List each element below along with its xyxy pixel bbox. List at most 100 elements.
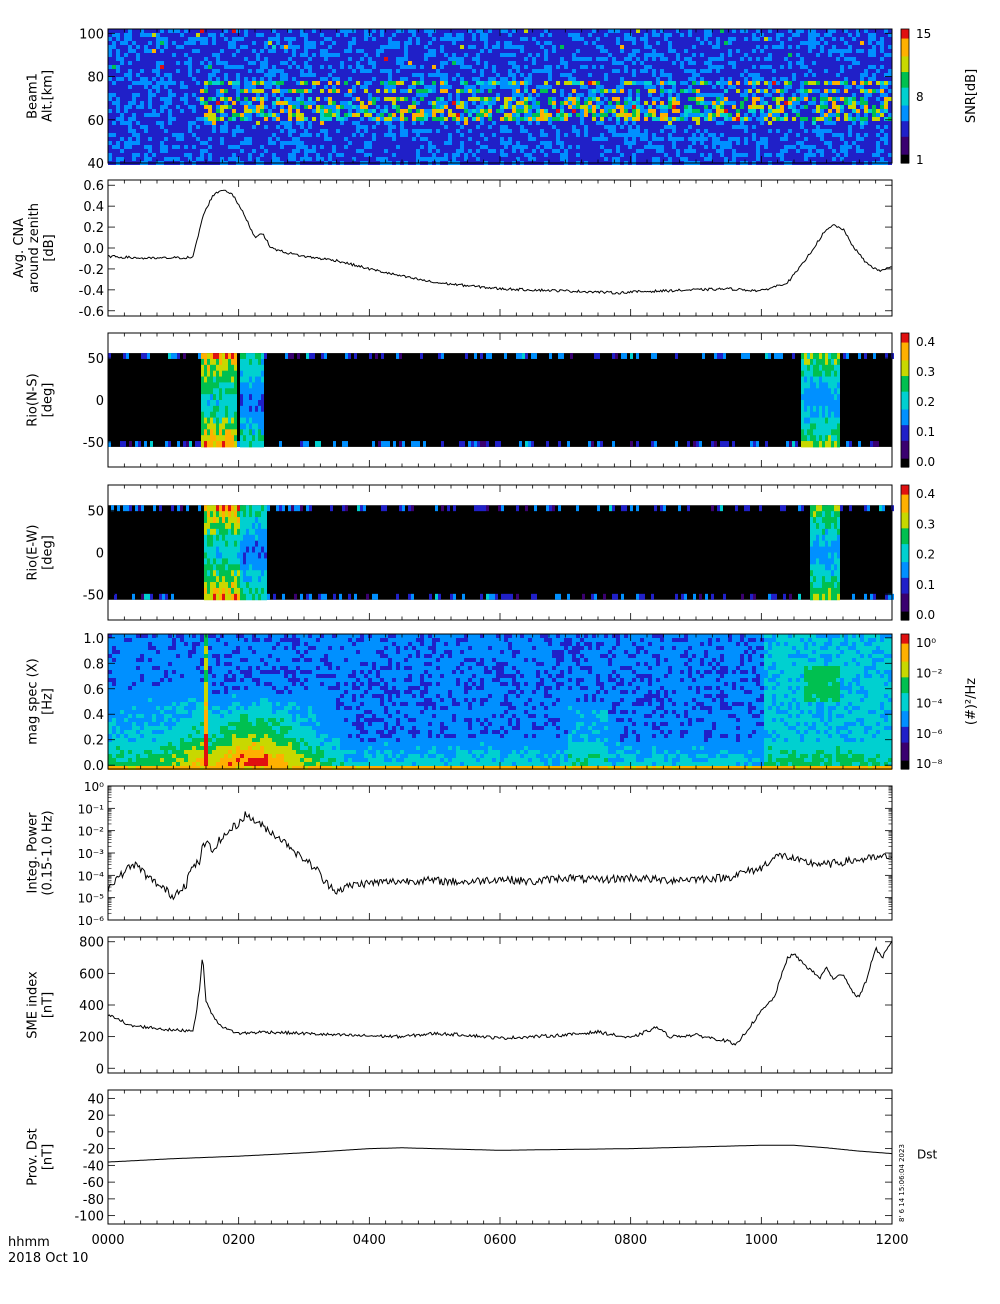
snr-cell — [132, 69, 136, 73]
snr-cell — [560, 41, 564, 45]
snr-cell — [388, 61, 392, 65]
snr-cell — [316, 101, 320, 105]
snr-cell — [176, 133, 180, 137]
snr-cell — [332, 109, 336, 113]
snr-cell — [256, 61, 260, 65]
snr-cell — [672, 45, 676, 49]
snr-cell — [544, 149, 548, 153]
snr-cell — [332, 117, 336, 121]
snr-cell — [516, 137, 520, 141]
snr-cell — [584, 113, 588, 117]
snr-cell — [612, 141, 616, 145]
snr-cell — [576, 113, 580, 117]
snr-cell — [328, 53, 332, 57]
snr-cell — [136, 105, 140, 109]
snr-cell — [584, 81, 588, 85]
snr-cell — [416, 33, 420, 37]
snr-cell — [184, 153, 188, 157]
snr-cell — [588, 57, 592, 61]
snr-cell — [672, 73, 676, 77]
snr-cell — [404, 137, 408, 141]
snr-cell — [684, 137, 688, 141]
snr-cell — [132, 61, 136, 65]
snr-cell — [664, 85, 668, 89]
snr-cell — [564, 29, 568, 33]
snr-cell — [640, 137, 644, 141]
snr-cell — [408, 105, 412, 109]
snr-cell — [204, 65, 208, 69]
snr-cell — [464, 101, 468, 105]
snr-cell — [580, 85, 584, 89]
snr-cell — [240, 57, 244, 61]
snr-cell — [640, 125, 644, 129]
snr-cell — [496, 109, 500, 113]
snr-cell — [644, 101, 648, 105]
snr-cell — [164, 81, 168, 85]
snr-cell — [624, 157, 628, 161]
snr-cell — [568, 157, 572, 161]
snr-cell — [260, 133, 264, 137]
snr-cell — [384, 125, 388, 129]
snr-cell — [260, 117, 264, 121]
snr-cell — [292, 57, 296, 61]
snr-cell — [140, 37, 144, 41]
snr-cell — [292, 93, 296, 97]
snr-cell — [664, 121, 668, 125]
snr-cell — [392, 97, 396, 101]
snr-cell — [304, 101, 308, 105]
snr-cell — [260, 61, 264, 65]
snr-cell — [300, 109, 304, 113]
snr-cell — [556, 121, 560, 125]
snr-cell — [544, 85, 548, 89]
snr-cell — [516, 129, 520, 133]
snr-cell — [488, 97, 492, 101]
snr-cell — [180, 81, 184, 85]
snr-cell — [600, 85, 604, 89]
snr-cell — [608, 145, 612, 149]
snr-cell — [692, 45, 696, 49]
snr-cell — [536, 157, 540, 161]
snr-cell — [380, 113, 384, 117]
snr-cell — [236, 105, 240, 109]
snr-cell — [480, 125, 484, 129]
snr-cell — [300, 141, 304, 145]
snr-cell — [280, 69, 284, 73]
snr-cell — [272, 33, 276, 37]
snr-cell — [452, 45, 456, 49]
snr-cell — [480, 113, 484, 117]
snr-cell — [176, 29, 180, 33]
snr-cell — [260, 41, 264, 45]
snr-cell — [596, 137, 600, 141]
snr-cell — [564, 37, 568, 41]
snr-cell — [196, 89, 200, 93]
snr-cell — [236, 137, 240, 141]
snr-cell — [636, 49, 640, 53]
snr-cell — [560, 45, 564, 49]
snr-cell — [188, 153, 192, 157]
snr-cell — [168, 121, 172, 125]
snr-cell — [324, 157, 328, 161]
snr-cell — [304, 157, 308, 161]
snr-cell — [596, 141, 600, 145]
snr-cell — [568, 97, 572, 101]
snr-cell — [184, 61, 188, 65]
snr-cell — [520, 41, 524, 45]
snr-cell — [240, 45, 244, 49]
snr-cell — [384, 157, 388, 161]
snr-cell — [356, 81, 360, 85]
snr-cell — [324, 137, 328, 141]
snr-cell — [172, 113, 176, 117]
snr-cell — [360, 101, 364, 105]
snr-cell — [292, 153, 296, 157]
snr-cell — [516, 133, 520, 137]
snr-cell — [256, 97, 260, 101]
snr-cell — [644, 57, 648, 61]
snr-cell — [344, 53, 348, 57]
snr-cell — [576, 61, 580, 65]
snr-cell — [624, 89, 628, 93]
snr-cell — [488, 41, 492, 45]
snr-cell — [612, 85, 616, 89]
snr-cell — [580, 129, 584, 133]
snr-cell — [172, 49, 176, 53]
snr-cell — [252, 125, 256, 129]
